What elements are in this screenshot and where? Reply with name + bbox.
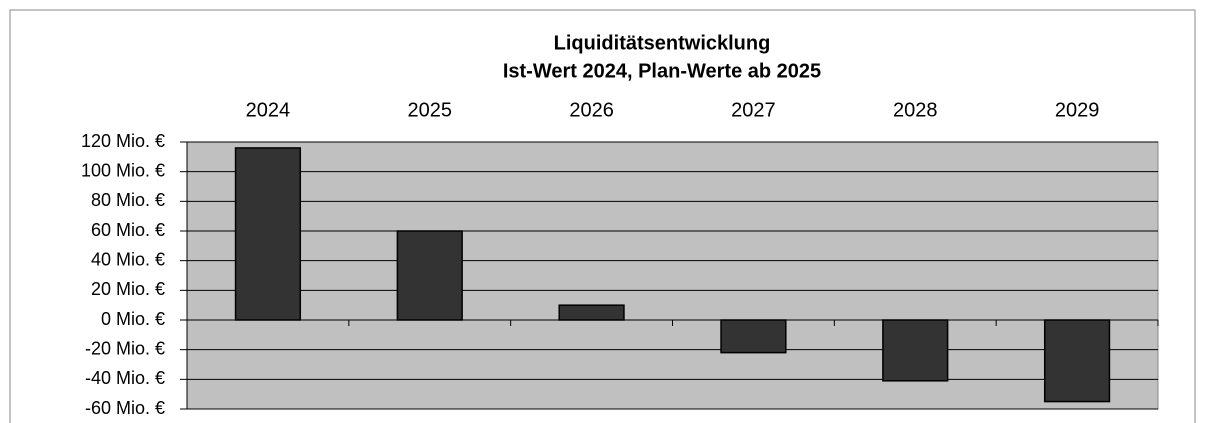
x-tick-label: 2028 xyxy=(893,99,938,121)
y-tick-label: 100 Mio. € xyxy=(81,160,165,180)
plot-area xyxy=(186,141,1159,410)
bar xyxy=(396,230,463,321)
bar xyxy=(558,304,625,321)
y-tick-label: 80 Mio. € xyxy=(91,190,165,210)
y-tick-label: 20 Mio. € xyxy=(91,279,165,299)
chart-title: Liquiditätsentwicklung xyxy=(554,32,771,54)
y-tick-label: -20 Mio. € xyxy=(85,338,165,358)
x-tick-label: 2026 xyxy=(569,99,614,121)
y-tick-label: 60 Mio. € xyxy=(91,220,165,240)
y-tick-label: -60 Mio. € xyxy=(85,398,165,418)
bar xyxy=(720,319,787,354)
y-tick-label: -40 Mio. € xyxy=(85,368,165,388)
bar xyxy=(882,319,949,382)
x-tick-label: 2024 xyxy=(246,99,291,121)
bar xyxy=(234,147,302,321)
y-tick-label: 120 Mio. € xyxy=(81,131,165,151)
y-tick-label: 0 Mio. € xyxy=(101,309,165,329)
x-tick-label: 2027 xyxy=(731,99,776,121)
x-tick-label: 2025 xyxy=(408,99,453,121)
y-tick-label: 40 Mio. € xyxy=(91,249,165,269)
chart-subtitle: Ist-Wert 2024, Plan-Werte ab 2025 xyxy=(503,60,821,82)
bar xyxy=(1043,319,1111,403)
x-tick-label: 2029 xyxy=(1055,99,1100,121)
